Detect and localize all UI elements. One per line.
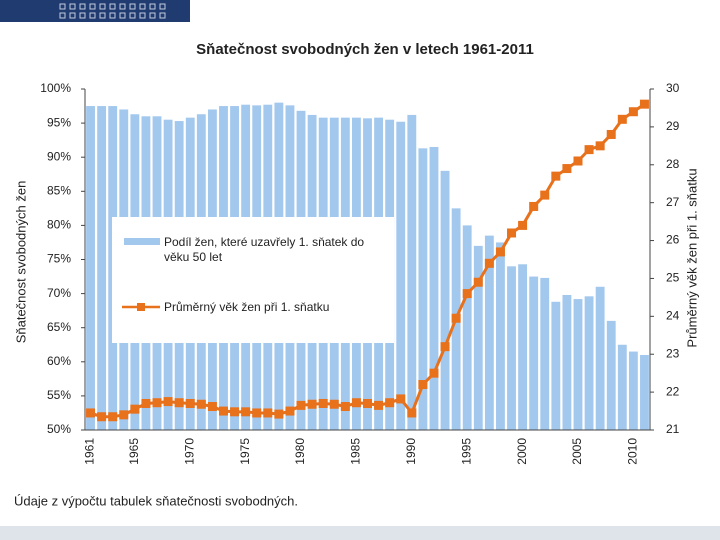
y-axis-title: Sňatečnost svobodných žen — [13, 181, 28, 344]
bar — [573, 299, 583, 430]
bar — [86, 106, 95, 431]
top-decoration — [0, 0, 190, 22]
bar — [595, 286, 605, 430]
bar — [396, 121, 406, 431]
legend-key-bar — [124, 238, 160, 245]
bar — [562, 294, 572, 430]
bar — [507, 266, 516, 430]
legend-label: Průměrný věk žen při 1. sňatku — [164, 300, 330, 314]
bar — [628, 351, 638, 430]
decor-squares — [59, 3, 166, 19]
legend-keys — [122, 238, 160, 311]
bar — [451, 208, 461, 430]
bar — [540, 277, 550, 430]
bar — [462, 225, 472, 430]
bar — [97, 106, 107, 431]
bar — [584, 296, 594, 430]
legend-label: Podíl žen, které uzavřely 1. sňatek do v… — [164, 235, 365, 264]
bar — [617, 344, 627, 430]
bar — [551, 301, 561, 430]
bar — [496, 242, 505, 430]
legend: Podíl žen, které uzavřely 1. sňatek do v… — [112, 217, 394, 343]
legend-key-marker — [137, 303, 145, 311]
chart-title: Sňatečnost svobodných žen v letech 1961-… — [196, 41, 534, 58]
bar — [484, 235, 494, 430]
bar — [418, 148, 428, 431]
bottom-band — [0, 526, 720, 540]
bar — [640, 354, 649, 430]
bar — [518, 264, 528, 430]
source-note: Údaje z výpočtu tabulek sňatečnosti svob… — [14, 493, 298, 508]
bar — [407, 114, 417, 430]
bar — [440, 170, 450, 430]
bar — [529, 276, 539, 430]
bar — [429, 146, 439, 430]
y2-axis-title: Průměrný věk žen při 1. sňatku — [684, 168, 699, 347]
bar — [473, 245, 483, 430]
bar — [606, 320, 616, 430]
